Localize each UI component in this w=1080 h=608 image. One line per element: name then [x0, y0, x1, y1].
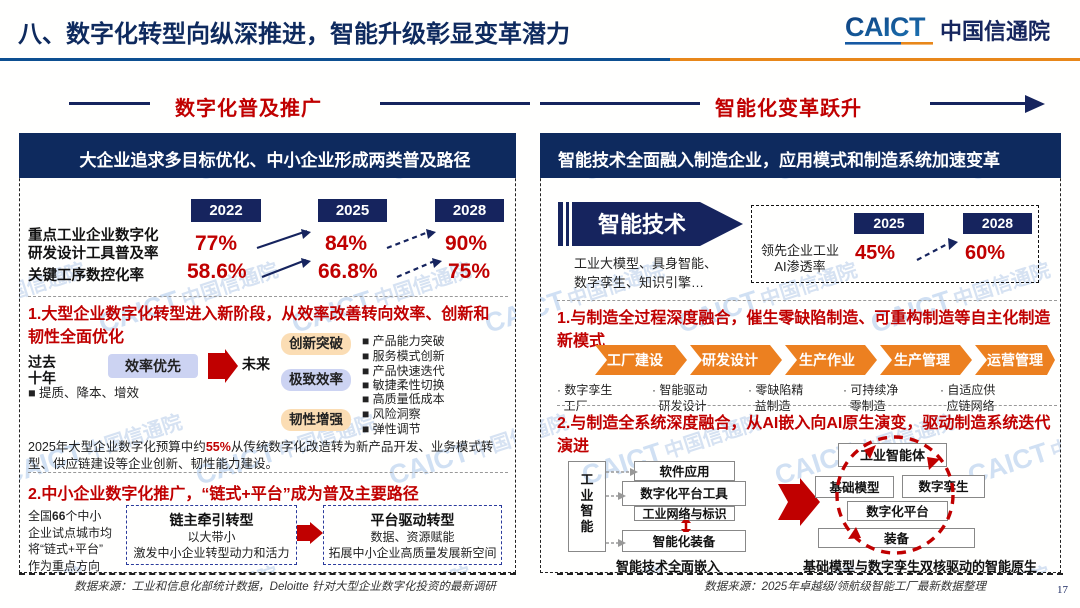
svg-text:生产作业: 生产作业	[799, 352, 855, 368]
svg-text:生产管理: 生产管理	[894, 352, 950, 368]
svg-text:CAICT: CAICT	[845, 13, 926, 42]
svg-text:智能技术: 智能技术	[598, 212, 686, 237]
svg-text:研发设计: 研发设计	[702, 352, 758, 368]
svg-text:工厂建设: 工厂建设	[607, 352, 664, 368]
svg-text:运营管理: 运营管理	[987, 352, 1043, 368]
svg-text:中国信通院: 中国信通院	[940, 19, 1050, 44]
